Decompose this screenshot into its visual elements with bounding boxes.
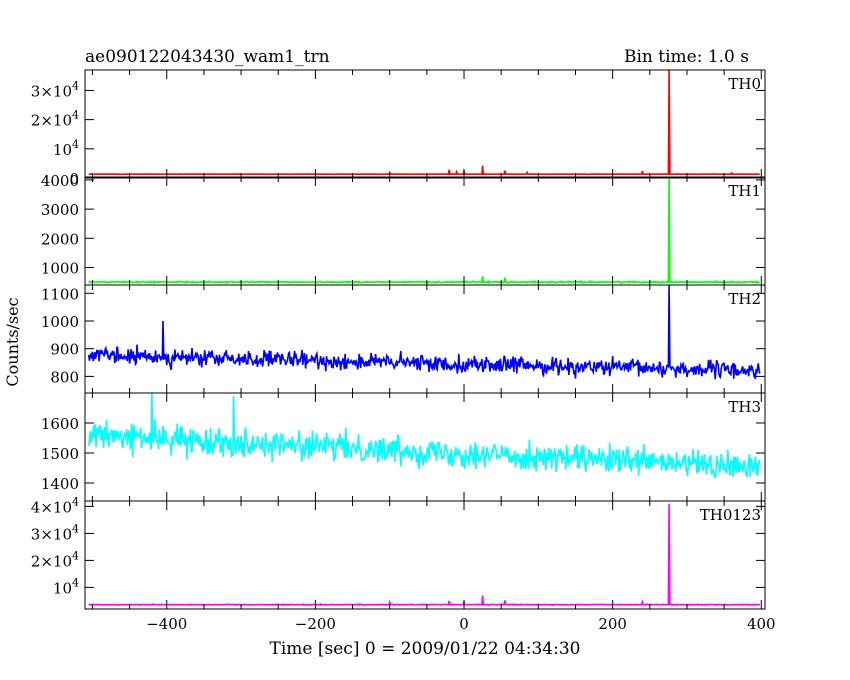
x-tick-label: −400 — [146, 615, 187, 633]
y-tick-label: 2×104 — [31, 549, 79, 570]
y-tick-label: 1000 — [41, 313, 79, 331]
x-axis-label: Time [sec] 0 = 2009/01/22 04:34:30 — [270, 639, 581, 659]
y-tick-label: 800 — [50, 368, 79, 386]
y-tick-label: 1400 — [41, 475, 79, 493]
panel-th0: TH0 104 2×104 3×104 0 — [31, 69, 766, 188]
bin-time-label: Bin time: 1.0 s — [624, 47, 749, 67]
y-tick-label: 2×104 — [31, 109, 79, 130]
x-tick-label: −200 — [295, 615, 336, 633]
series-line-th1 — [88, 178, 760, 285]
series-line-th3 — [87, 393, 761, 478]
x-tick-label: 400 — [747, 615, 776, 633]
y-tick-label: 1000 — [41, 259, 79, 277]
y-tick-label: 1600 — [41, 415, 79, 433]
y-tick-label: 3×104 — [31, 79, 79, 100]
y-tick-label: 1100 — [41, 285, 79, 303]
panel-label: TH0123 — [700, 506, 761, 524]
y-tick-label: 3000 — [41, 201, 79, 219]
series-line-th0123 — [88, 503, 761, 607]
y-tick-label: 1500 — [41, 445, 79, 463]
panel-th1: TH1 1000 2000 3000 4000 — [41, 172, 766, 286]
x-tick-label: 0 — [459, 615, 469, 633]
panel-frame — [84, 69, 766, 179]
y-tick-label: 2000 — [41, 230, 79, 248]
y-tick-label: 3×104 — [31, 522, 79, 543]
y-tick-label: 104 — [53, 576, 79, 597]
chart-title: ae090122043430_wam1_trn — [85, 47, 330, 67]
panel-th2: TH2 800 900 1000 1100 — [41, 284, 766, 394]
panel-label: TH3 — [728, 398, 761, 416]
y-tick-label: 900 — [50, 341, 79, 359]
y-tick-label: 0 — [69, 170, 79, 188]
panel-label: TH0 — [728, 75, 761, 93]
y-tick-label: 104 — [53, 138, 79, 159]
panel-frame — [84, 500, 766, 610]
panel-frame — [84, 176, 766, 286]
x-tick-label: 200 — [598, 615, 627, 633]
panel-th3: TH3 1400 1500 1600 — [41, 392, 766, 502]
series-line-th2 — [87, 285, 761, 380]
panel-label: TH1 — [728, 182, 761, 200]
y-tick-label: 4×104 — [31, 495, 79, 516]
y-axis-label: Counts/sec — [3, 297, 22, 386]
panel-label: TH2 — [728, 290, 761, 308]
y-tick-label: 4000 — [41, 172, 79, 190]
series-line-th0 — [88, 70, 760, 176]
panel-th0123: TH0123 104 2×104 3×104 4×104 −400 −200 0 200 400 — [31, 495, 776, 633]
